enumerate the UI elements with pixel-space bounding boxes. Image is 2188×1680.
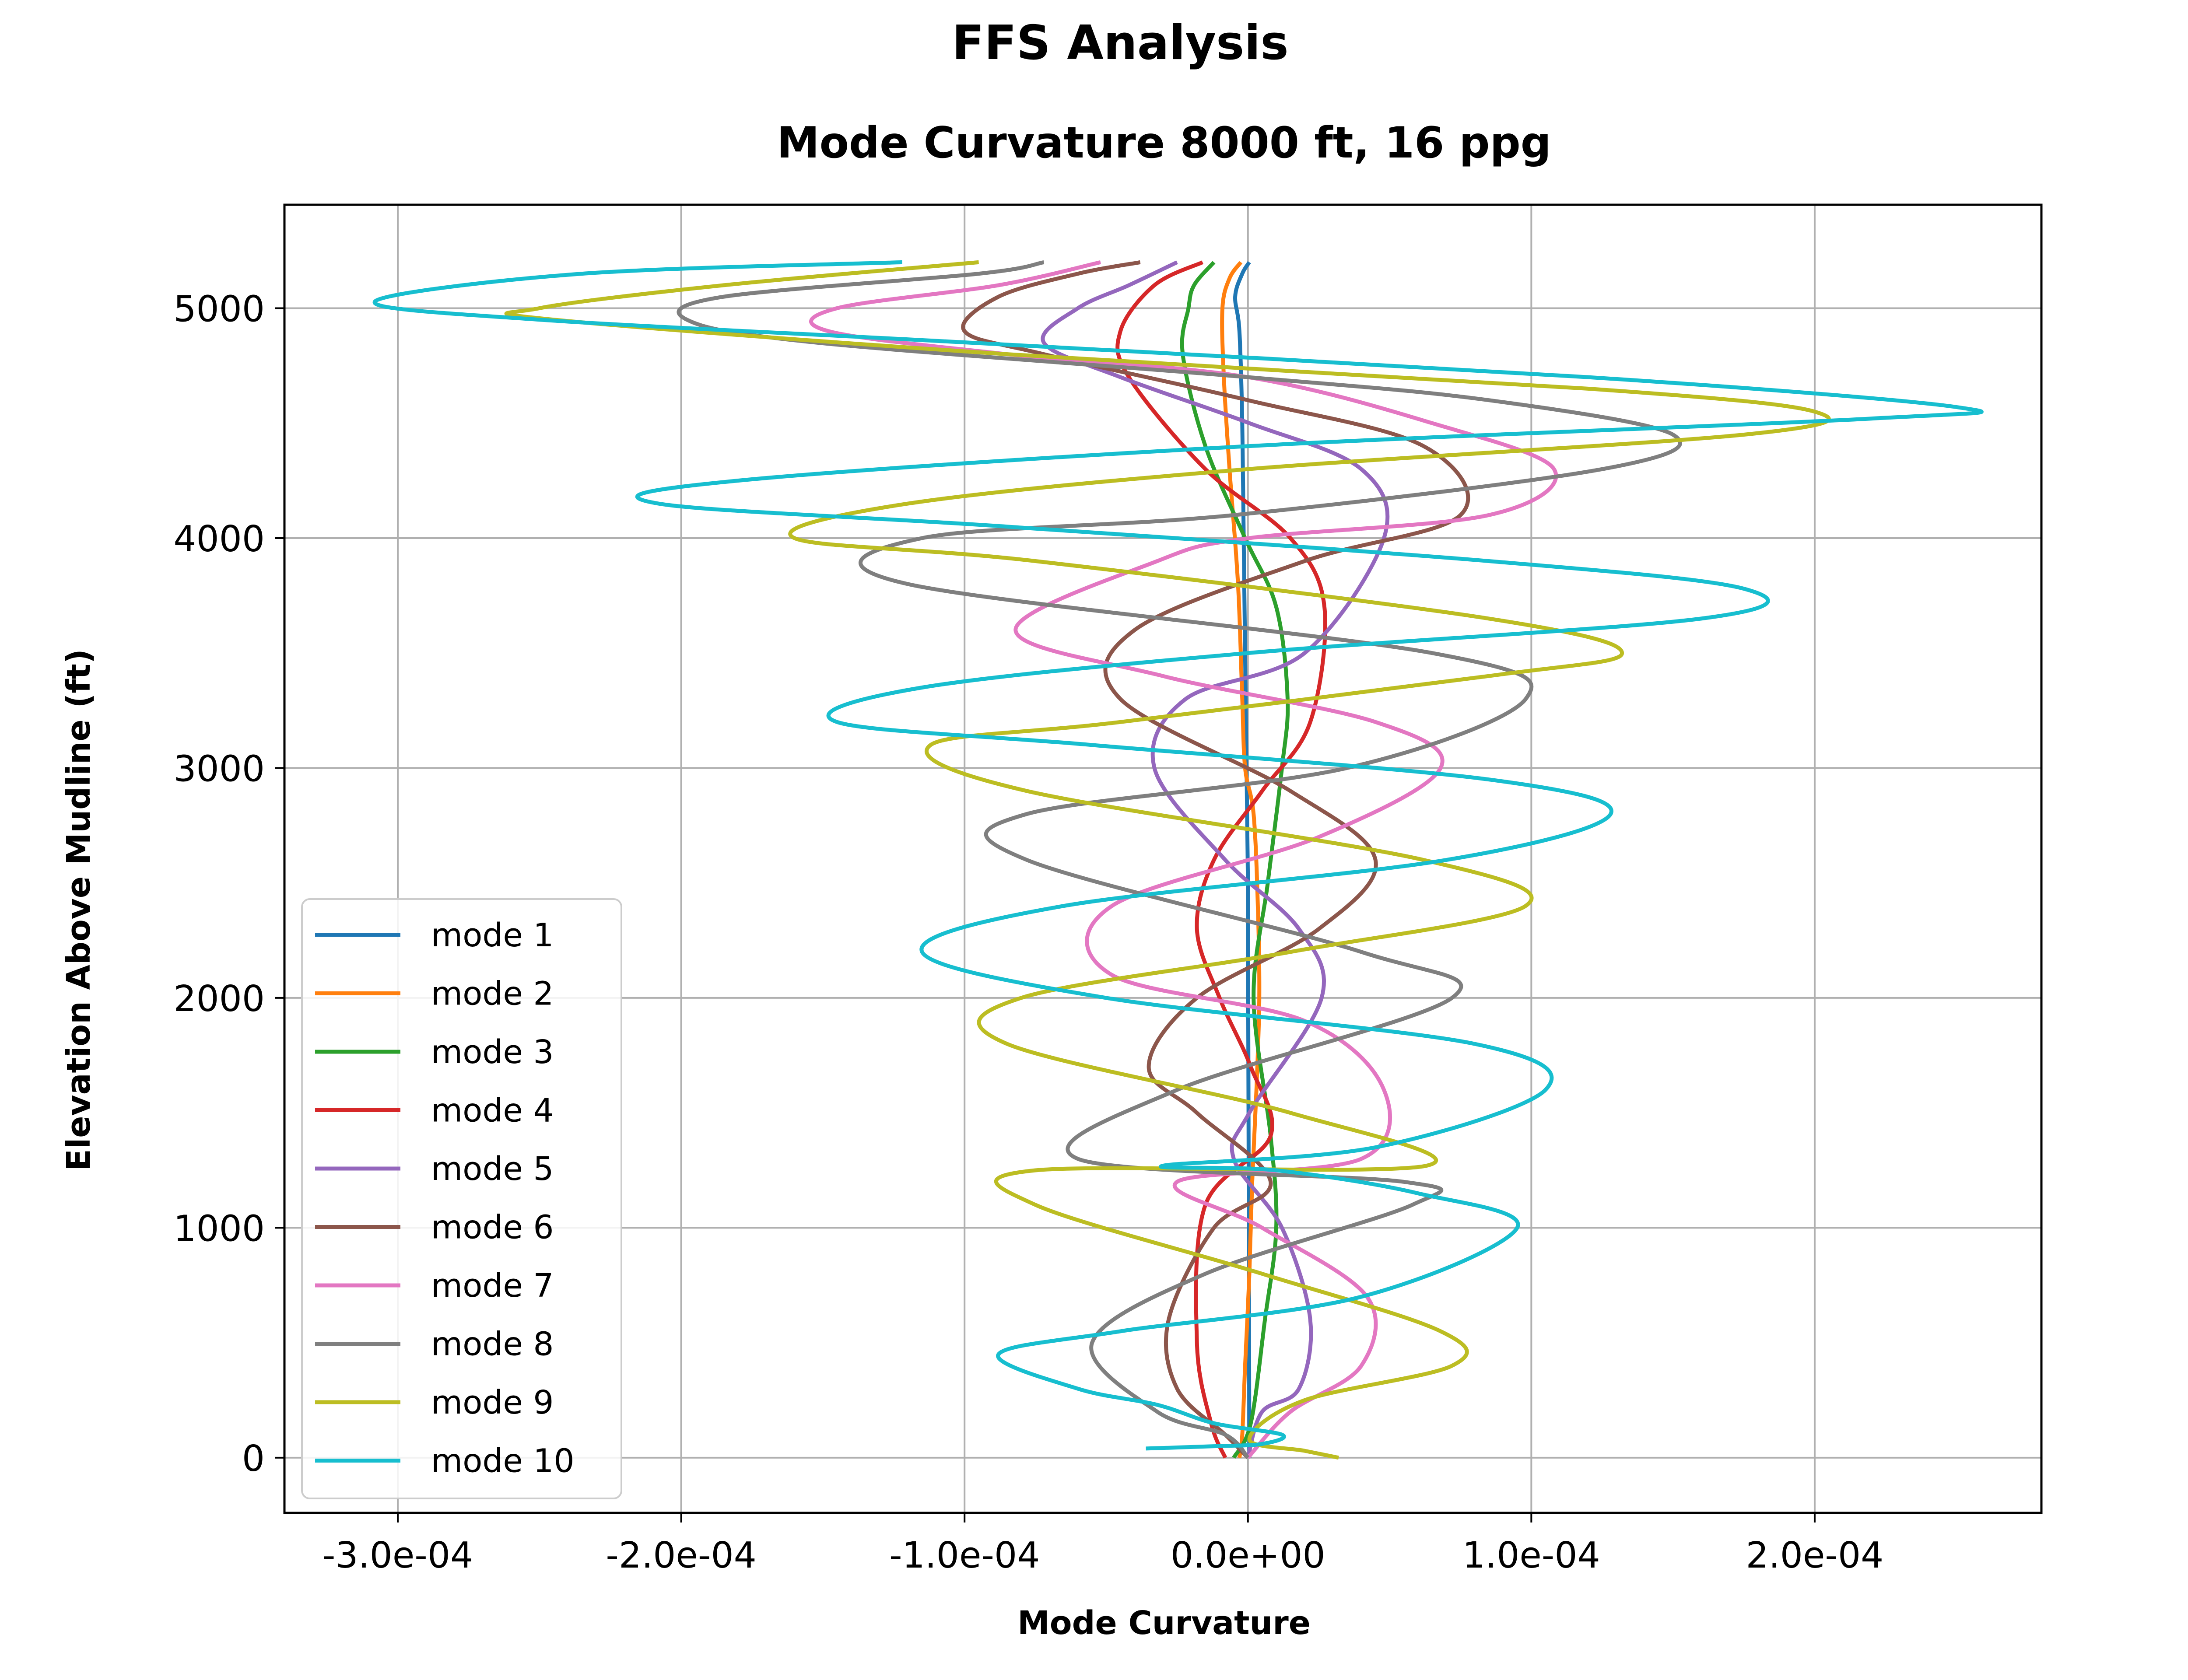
y-tick-label: 3000 (173, 748, 265, 790)
x-tick-label: -2.0e-04 (606, 1535, 756, 1576)
legend-label: mode 3 (431, 1033, 554, 1071)
legend-label: mode 7 (431, 1267, 554, 1305)
y-tick-label: 2000 (173, 978, 265, 1020)
series-layer (372, 260, 1984, 1460)
x-tick-label: -1.0e-04 (889, 1535, 1040, 1576)
legend-label: mode 1 (431, 917, 554, 954)
chart-title: Mode Curvature 8000 ft, 16 ppg (777, 118, 1551, 168)
series-line-4 (1115, 260, 1327, 1459)
y-axis: 0 1000 2000 3000 4000 5000 (173, 288, 284, 1480)
x-tick-label: 0.0e+00 (1171, 1535, 1325, 1576)
legend-label: mode 10 (431, 1442, 575, 1480)
legend-label: mode 8 (431, 1326, 554, 1363)
x-tick-label: 1.0e-04 (1462, 1535, 1600, 1576)
y-tick-label: 4000 (173, 518, 265, 560)
series-line-9 (504, 260, 1831, 1460)
figure-title: FFS Analysis (952, 16, 1288, 70)
legend: mode 1 mode 2 mode 3 mode 4 mode 5 mode 6 mode… (301, 898, 622, 1499)
legend-label: mode 5 (431, 1150, 554, 1188)
legend-label: mode 9 (431, 1384, 554, 1421)
y-tick-label: 1000 (173, 1208, 265, 1250)
series-line-3 (1180, 261, 1290, 1459)
x-tick-label: -3.0e-04 (323, 1535, 473, 1576)
legend-label: mode 2 (431, 975, 554, 1013)
y-tick-label: 5000 (173, 288, 265, 330)
plot-frame (283, 203, 2043, 1514)
x-tick-label: 2.0e-04 (1746, 1535, 1884, 1576)
x-axis: -3.0e-04 -2.0e-04 -1.0e-04 0.0e+00 1.0e-04 2.… (323, 1513, 1883, 1576)
legend-box (301, 898, 622, 1499)
series-line-8 (677, 260, 1682, 1460)
y-axis-label: Elevation Above Mudline (ft) (60, 649, 98, 1171)
legend-label: mode 4 (431, 1092, 554, 1130)
series-line-10 (372, 260, 1984, 1451)
x-axis-label: Mode Curvature (1017, 1604, 1311, 1642)
y-tick-label: 0 (242, 1438, 265, 1480)
series-line-7 (809, 260, 1558, 1459)
legend-label: mode 6 (431, 1209, 554, 1246)
